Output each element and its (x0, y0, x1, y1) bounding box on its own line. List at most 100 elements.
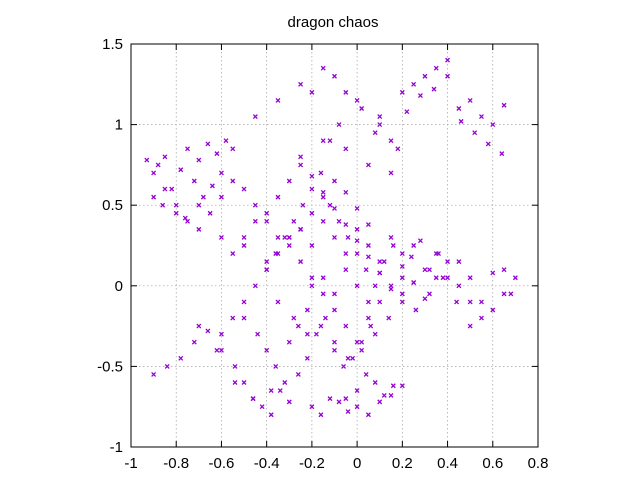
data-point (295, 372, 301, 377)
data-point (230, 178, 236, 184)
data-point (501, 291, 507, 297)
y-tick-label: -1 (110, 439, 123, 456)
data-point (207, 210, 213, 216)
data-point (318, 170, 324, 176)
x-tick-label: -1 (124, 455, 137, 472)
data-point (336, 399, 342, 405)
grid-lines (131, 44, 538, 447)
data-point (164, 363, 170, 369)
data-point (499, 151, 505, 157)
data-point (377, 259, 383, 265)
data-point (343, 396, 349, 402)
data-point (345, 234, 351, 240)
data-point (218, 234, 224, 240)
data-point (354, 238, 360, 244)
data-point (343, 146, 349, 152)
data-point (275, 251, 281, 257)
data-point (431, 86, 437, 92)
data-point (350, 355, 356, 361)
data-point (298, 259, 304, 265)
data-point (399, 275, 405, 281)
data-point (268, 388, 274, 394)
data-point (144, 157, 150, 163)
data-point (490, 307, 496, 313)
data-point (354, 339, 360, 345)
data-point (309, 210, 315, 216)
axis-ticks (130, 43, 539, 448)
data-point (395, 146, 401, 152)
data-point (345, 355, 351, 361)
x-tick-label: -0.6 (209, 455, 235, 472)
data-point (205, 328, 211, 334)
data-point (332, 291, 337, 297)
data-point (359, 106, 365, 111)
data-point (300, 202, 306, 208)
data-point (381, 259, 387, 265)
data-point (309, 173, 315, 179)
data-point (255, 331, 261, 337)
data-point (241, 315, 247, 321)
data-point (411, 280, 417, 286)
data-point (252, 114, 258, 119)
data-point (320, 218, 326, 224)
data-point (173, 210, 179, 216)
data-point (286, 399, 292, 405)
data-point (169, 186, 175, 192)
data-point (332, 347, 337, 353)
plot-frame (130, 43, 539, 448)
x-tick-label: 0.4 (437, 455, 458, 472)
data-point (408, 254, 414, 260)
y-axis-tick-labels: -1 -0.5 0 0.5 1 1.5 (97, 36, 123, 456)
data-point (433, 251, 439, 257)
data-point (399, 383, 405, 389)
data-point (343, 251, 349, 257)
data-point (377, 399, 383, 405)
data-point (327, 138, 333, 144)
data-point (252, 218, 258, 224)
data-point (309, 404, 315, 410)
data-point (445, 275, 451, 281)
data-point (320, 138, 326, 144)
data-point (298, 162, 304, 168)
data-point (332, 205, 337, 211)
data-point (388, 234, 394, 240)
data-point (178, 355, 184, 361)
data-point (309, 89, 315, 95)
data-point (381, 392, 387, 398)
x-tick-label: -0.8 (163, 455, 189, 472)
data-point (365, 162, 371, 168)
data-point (298, 154, 304, 160)
data-point (264, 347, 270, 353)
data-point (241, 380, 247, 385)
data-point (327, 202, 333, 208)
data-point (332, 178, 337, 184)
data-point (445, 57, 451, 63)
data-point (320, 65, 326, 71)
data-point (490, 122, 496, 128)
data-point (241, 243, 247, 248)
data-point (433, 275, 439, 281)
data-point (354, 388, 360, 394)
data-point (399, 251, 405, 257)
data-point (354, 205, 360, 211)
data-point (218, 170, 224, 176)
data-point (232, 363, 238, 369)
data-point (320, 189, 326, 195)
data-point (230, 146, 236, 152)
data-point (456, 283, 462, 289)
data-point (354, 97, 360, 103)
data-point (214, 347, 220, 353)
data-point (275, 234, 281, 240)
data-point (185, 218, 190, 224)
data-point (440, 275, 446, 281)
data-point (377, 270, 383, 276)
data-point (275, 97, 281, 103)
data-point (422, 73, 428, 79)
data-point (411, 243, 417, 248)
data-point (185, 146, 190, 152)
data-point (264, 267, 270, 273)
data-point (343, 89, 349, 95)
data-point (191, 339, 197, 345)
data-point (456, 259, 462, 265)
data-point (345, 409, 351, 414)
